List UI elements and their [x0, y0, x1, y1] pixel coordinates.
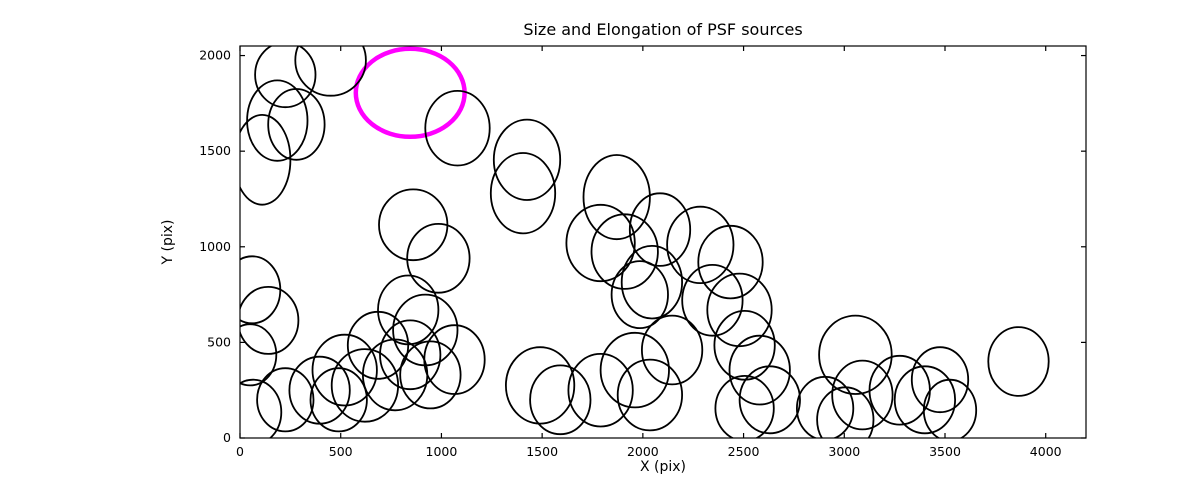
x-tick-label: 1500 — [526, 444, 558, 459]
psf-ellipse — [311, 333, 378, 407]
psf-ellipse — [610, 260, 669, 330]
psf-ellipse — [831, 359, 894, 431]
chart-title: Size and Elongation of PSF sources — [523, 20, 803, 39]
psf-ellipse — [706, 272, 773, 348]
psf-ellipse — [504, 346, 576, 425]
psf-ellipse — [492, 118, 562, 201]
x-tick-label: 2500 — [728, 444, 760, 459]
psf-ellipse — [424, 89, 491, 167]
axes-frame — [239, 45, 1087, 439]
y-tick-label: 500 — [207, 334, 231, 349]
psf-ellipse — [796, 375, 855, 438]
psf-ellipse — [616, 358, 684, 432]
psf-ellipse — [565, 203, 636, 283]
psf-ellipse — [666, 205, 735, 284]
psf-ellipse — [738, 365, 801, 435]
highlighted-psf-ellipse — [353, 46, 467, 140]
y-tick-label: 0 — [223, 430, 231, 445]
psf-ellipse — [406, 222, 471, 294]
psf-ellipse — [240, 323, 278, 387]
psf-ellipse — [267, 88, 326, 161]
y-tick-label: 1500 — [199, 143, 231, 158]
psf-ellipses — [240, 46, 1050, 438]
psf-ellipse — [399, 340, 462, 410]
x-tick-label: 2000 — [627, 444, 659, 459]
psf-ellipse — [294, 46, 367, 97]
psf-ellipse — [582, 154, 651, 241]
psf-ellipse — [379, 319, 442, 391]
psf-ellipse — [330, 348, 399, 423]
psf-ellipse — [599, 331, 670, 409]
psf-ellipse — [423, 324, 486, 395]
psf-ellipse — [309, 367, 368, 433]
psf-ellipse — [256, 367, 315, 433]
psf-ellipse — [818, 314, 893, 395]
psf-ellipse — [529, 364, 592, 436]
x-tick-label: 3000 — [828, 444, 860, 459]
psf-ellipse — [240, 378, 283, 438]
psf-ellipse — [728, 334, 791, 406]
psf-ellipse — [590, 213, 659, 290]
psf-ellipse — [714, 375, 775, 438]
psf-ellipse — [240, 286, 300, 355]
psf-ellipse — [816, 386, 875, 438]
x-tick-label: 0 — [236, 444, 244, 459]
psf-ellipse — [567, 353, 634, 428]
y-tick-label: 2000 — [199, 48, 231, 63]
psf-ellipse — [377, 274, 440, 346]
x-tick-label: 500 — [329, 444, 353, 459]
x-tick-label: 1000 — [426, 444, 458, 459]
x-tick-label: 3500 — [929, 444, 961, 459]
psf-ellipse — [922, 378, 978, 438]
psf-ellipse — [640, 314, 704, 386]
y-tick-label: 1000 — [199, 239, 231, 254]
psf-ellipse — [681, 263, 744, 337]
psf-ellipse — [987, 326, 1050, 397]
psf-ellipse — [620, 245, 684, 320]
psf-ellipse — [628, 192, 692, 267]
psf-ellipse — [254, 46, 317, 109]
psf-ellipse — [489, 152, 557, 235]
psf-ellipse — [910, 346, 970, 414]
psf-ellipse — [697, 224, 764, 300]
psf-ellipse — [288, 355, 351, 425]
psf-ellipse — [240, 255, 282, 325]
x-axis-label: X (pix) — [639, 459, 687, 475]
psf-ellipse — [893, 365, 957, 435]
x-tick-label: 4000 — [1030, 444, 1062, 459]
